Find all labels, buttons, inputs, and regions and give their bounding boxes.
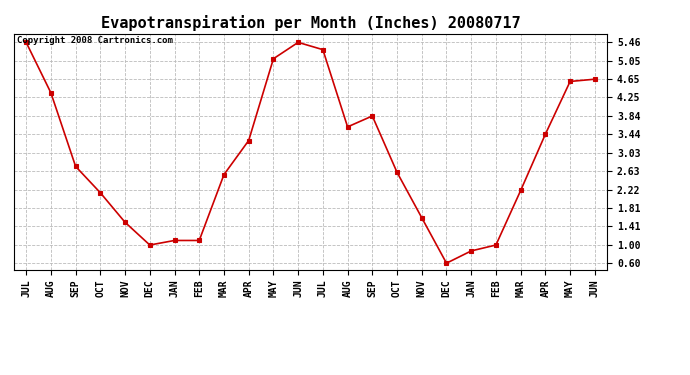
Title: Evapotranspiration per Month (Inches) 20080717: Evapotranspiration per Month (Inches) 20… [101,15,520,31]
Text: Copyright 2008 Cartronics.com: Copyright 2008 Cartronics.com [17,36,172,45]
